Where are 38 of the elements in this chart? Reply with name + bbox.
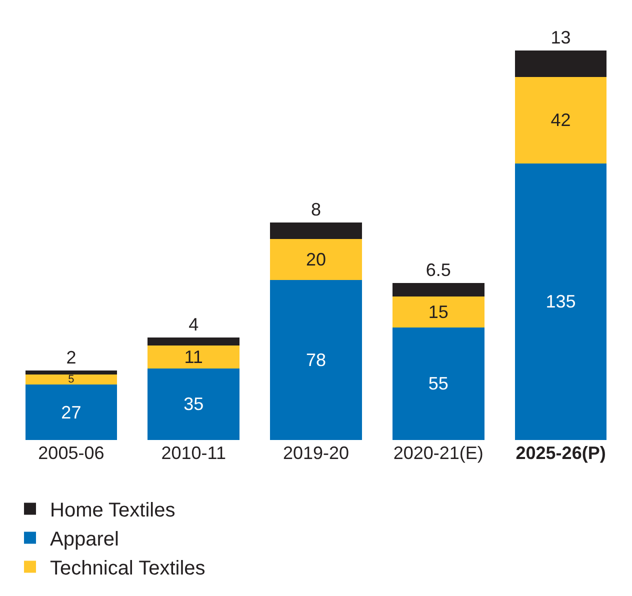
x-tick-label: 2020-21(E) xyxy=(393,443,484,463)
bar xyxy=(392,327,484,440)
legend-label: Technical Textiles xyxy=(50,558,206,580)
bar xyxy=(392,296,484,328)
data-label: 27 xyxy=(61,402,82,422)
data-label: 6.5 xyxy=(426,260,451,280)
legend-label: Home Textiles xyxy=(50,500,176,522)
bar xyxy=(514,50,607,78)
data-label: 78 xyxy=(306,350,326,370)
bar xyxy=(148,368,240,440)
bar xyxy=(25,374,118,385)
data-label: 11 xyxy=(184,346,203,367)
bar xyxy=(25,384,118,440)
bar xyxy=(25,370,118,374)
data-label: 8 xyxy=(310,200,322,220)
data-label: 2 xyxy=(66,347,76,368)
bar xyxy=(148,346,240,368)
x-tick-label: 2010-11 xyxy=(161,443,226,463)
bar xyxy=(514,77,607,164)
bar xyxy=(270,280,362,440)
bar xyxy=(148,338,240,346)
data-label: 55 xyxy=(428,374,448,394)
data-label: 4 xyxy=(188,314,199,334)
x-tick-label: 2025-26(P) xyxy=(516,443,606,463)
bar xyxy=(514,163,607,440)
data-label: 135 xyxy=(546,292,576,312)
bar xyxy=(270,222,362,240)
bar xyxy=(270,239,362,280)
data-label: 13 xyxy=(550,28,571,48)
legend-label: Apparel xyxy=(50,528,119,550)
data-label: 42 xyxy=(550,110,571,130)
data-label: 5 xyxy=(68,374,74,386)
x-tick-label: 2005-06 xyxy=(38,443,104,463)
data-label: 35 xyxy=(184,394,204,414)
data-label: 20 xyxy=(306,250,326,270)
x-tick-label: 2019-20 xyxy=(282,443,350,463)
bar xyxy=(392,283,484,296)
data-label: 15 xyxy=(428,302,448,322)
